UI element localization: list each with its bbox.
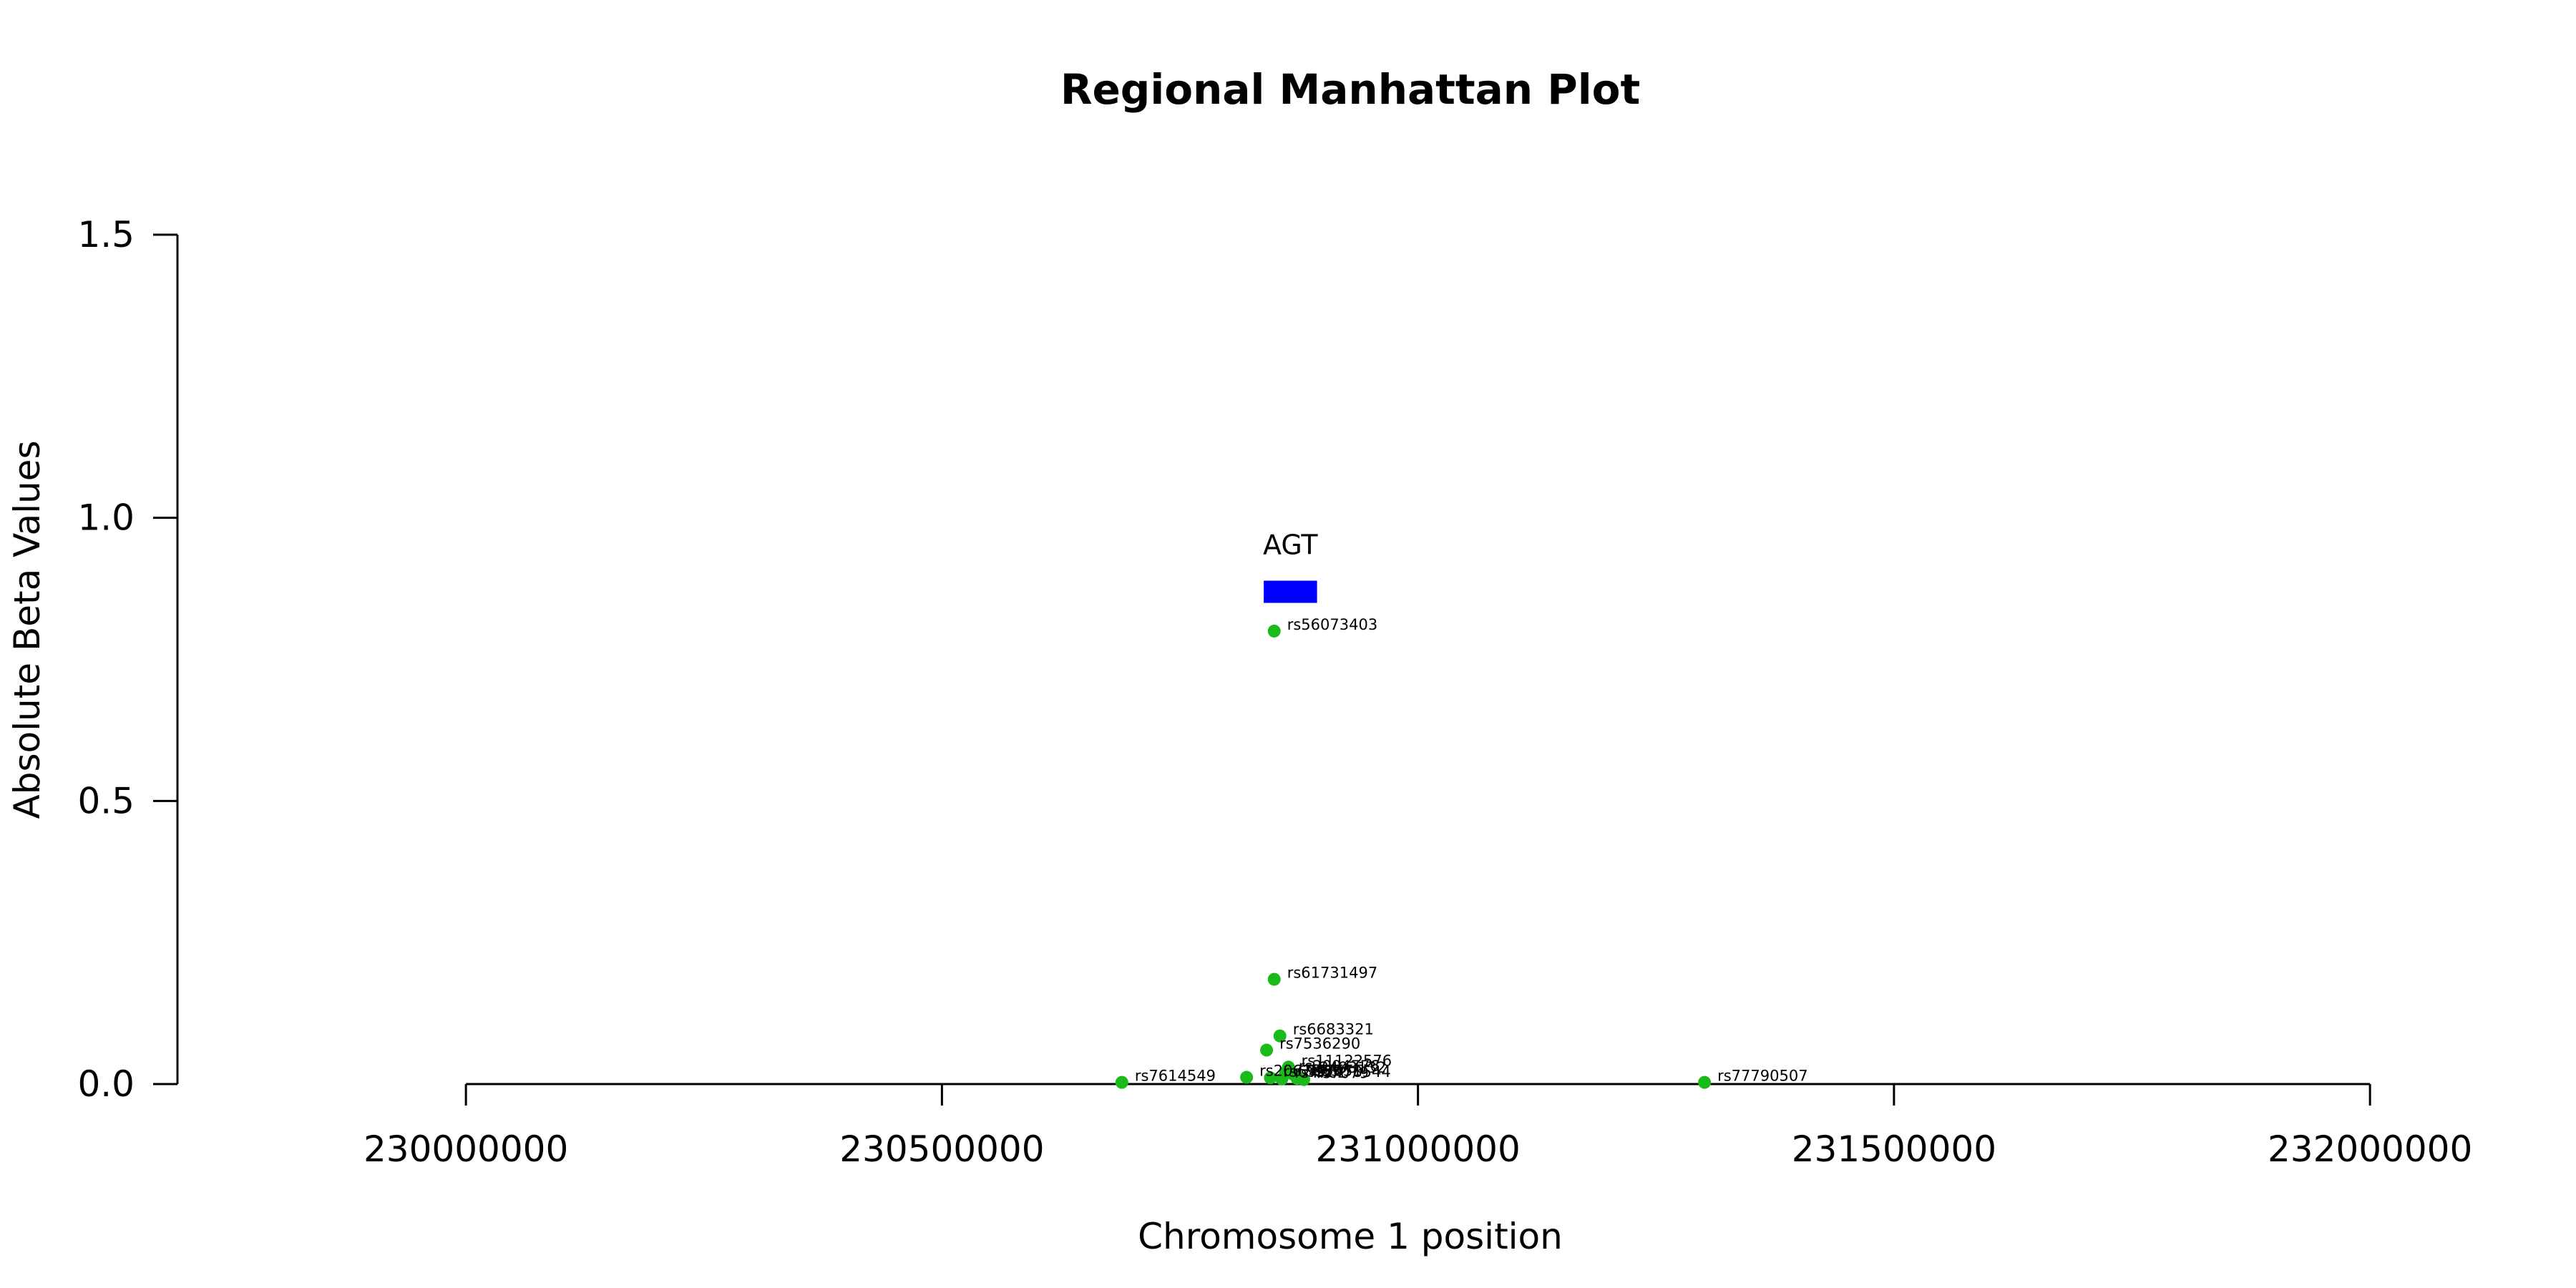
- y-ticks: 0.0 0.5 1.0 1.5: [77, 214, 177, 1105]
- snp-point: [1240, 1070, 1254, 1084]
- x-axis-label: Chromosome 1 position: [1138, 1216, 1563, 1257]
- x-tick-label: 231500000: [1792, 1128, 1996, 1170]
- snp-point: [1260, 1043, 1274, 1057]
- snp-point: [1267, 624, 1281, 638]
- x-ticks: 230000000 230500000 231000000 231500000 2320…: [364, 1084, 2472, 1170]
- y-axis: 0.0 0.5 1.0 1.5: [77, 214, 179, 1105]
- y-tick-label: 1.5: [77, 214, 135, 255]
- y-axis-label: Absolute Beta Values: [6, 441, 48, 819]
- snp-point: [1297, 1073, 1310, 1086]
- snp-label: rs7536290: [1279, 1035, 1360, 1053]
- snp-label: rs2067853: [1259, 1063, 1340, 1080]
- snp-point: [1273, 1029, 1287, 1043]
- snp-points: rs56073403rs61731497rs6683321rs7536290rs…: [1115, 616, 1808, 1089]
- snp-point: [1275, 1072, 1289, 1085]
- gene-box: [1264, 580, 1317, 603]
- snp-label: rs699: [1283, 1063, 1326, 1080]
- snp-label: rs7079: [1317, 1065, 1369, 1082]
- snp-label: rs77790507: [1717, 1068, 1807, 1085]
- x-tick-label: 231000000: [1315, 1128, 1520, 1170]
- x-tick-label: 232000000: [2268, 1128, 2472, 1170]
- chart-title: Regional Manhattan Plot: [1060, 65, 1640, 114]
- y-tick-label: 0.0: [77, 1063, 135, 1105]
- snp-label: rs7614549: [1135, 1068, 1216, 1085]
- gene-label: AGT: [1263, 530, 1318, 561]
- x-tick-label: 230000000: [364, 1128, 568, 1170]
- snp-point: [1698, 1075, 1712, 1089]
- y-tick-label: 0.5: [77, 780, 135, 821]
- snp-label: rs4762: [1294, 1064, 1347, 1081]
- gene-track: AGT: [1263, 530, 1318, 603]
- snp-label: rs61731497: [1287, 965, 1377, 982]
- snp-label: rs2493132: [1305, 1059, 1386, 1076]
- snp-label: rs2478544: [1310, 1063, 1391, 1080]
- snp-label: rs6683321: [1293, 1021, 1374, 1038]
- snp-point: [1264, 1071, 1277, 1085]
- x-axis: 230000000 230500000 231000000 231500000 2320…: [364, 1083, 2472, 1170]
- snp-label: rs56073403: [1287, 616, 1377, 633]
- snp-point: [1267, 972, 1281, 986]
- snp-label: rs2004776: [1299, 1058, 1380, 1075]
- snp-label: rs5051: [1310, 1063, 1362, 1080]
- snp-label: rs11122576: [1302, 1052, 1392, 1069]
- y-tick-label: 1.0: [77, 497, 135, 539]
- x-tick-label: 230500000: [839, 1128, 1044, 1170]
- snp-point: [1115, 1075, 1128, 1089]
